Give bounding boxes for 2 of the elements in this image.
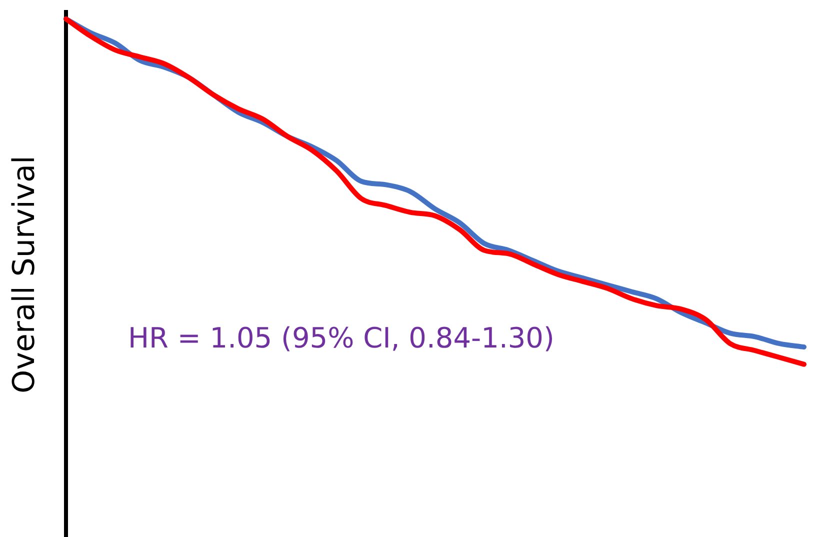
annotation: HR = 1.05 (95% CI, 0.84-1.30) [128,321,554,354]
y-axis-title: Overall Survival [6,156,42,394]
